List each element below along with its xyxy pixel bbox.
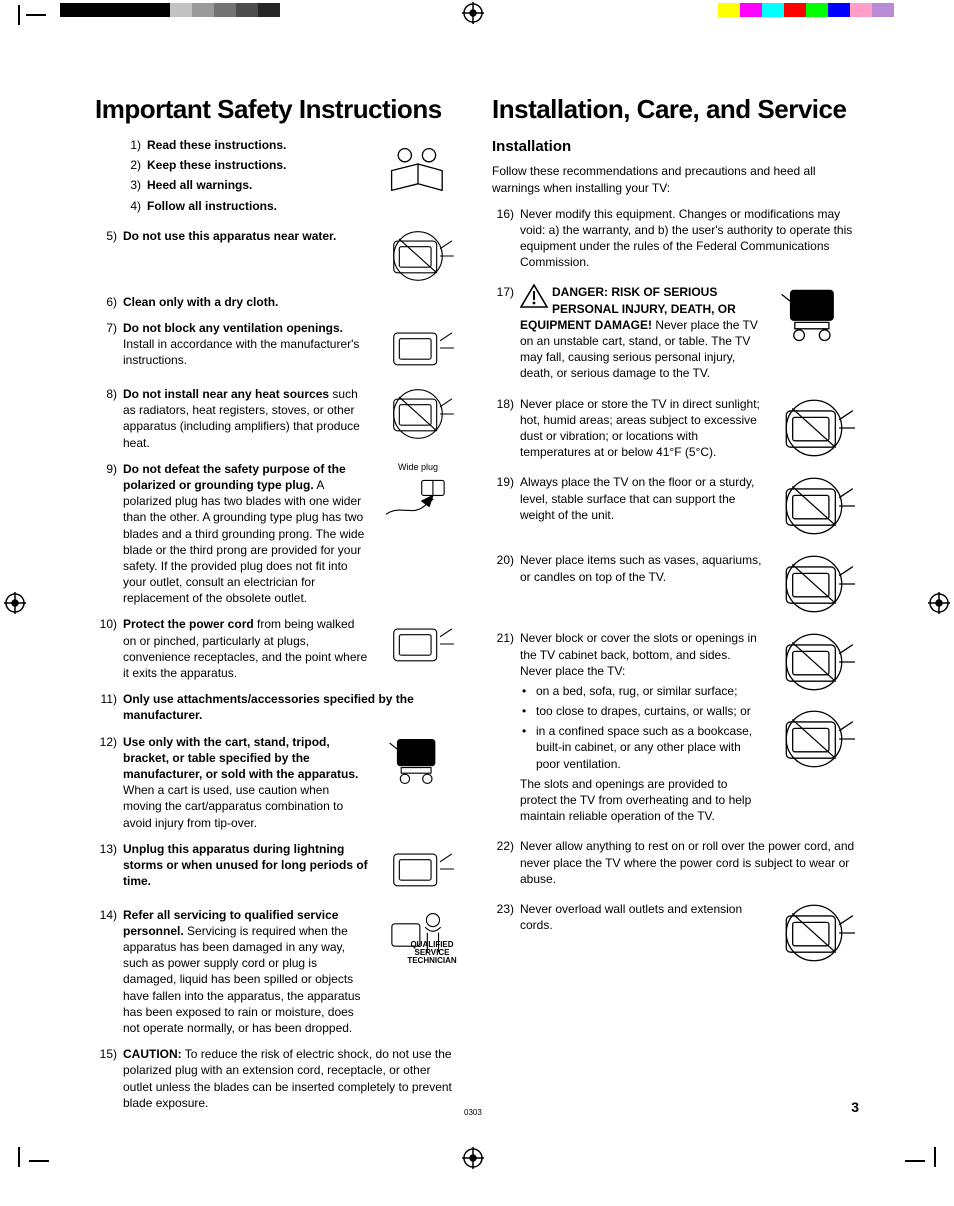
- illustration: [374, 616, 462, 672]
- item-text: Heed all warnings.: [147, 177, 368, 193]
- color-bars-right: [718, 3, 894, 17]
- print-marks-bottom: [0, 1141, 954, 1181]
- item-number: 9): [95, 461, 117, 477]
- item-text: Refer all servicing to qualified service…: [123, 907, 368, 1037]
- item-text: Do not use this apparatus near water.: [123, 228, 368, 244]
- item-number: 15): [95, 1046, 117, 1062]
- crop-mark-tl: [18, 5, 46, 29]
- item-number: 17): [492, 284, 514, 381]
- illustration: [769, 552, 859, 616]
- item-text: Use only with the cart, stand, tripod, b…: [123, 734, 368, 831]
- illustration: [769, 901, 859, 965]
- bullet-text: on a bed, sofa, rug, or similar surface;: [536, 683, 737, 699]
- item-number: 8): [95, 386, 117, 402]
- item-text: Read these instructions.: [147, 137, 368, 153]
- installation-list: 16) Never modify this equipment. Changes …: [492, 206, 859, 965]
- item-text: Clean only with a dry cloth.: [123, 294, 462, 310]
- illustration: [769, 630, 859, 694]
- wide-plug-label: Wide plug: [374, 461, 462, 473]
- item-text: Follow all instructions.: [147, 198, 368, 214]
- illustration: [769, 396, 859, 460]
- right-heading: Installation, Care, and Service: [492, 92, 859, 127]
- item-number: 23): [492, 901, 514, 965]
- item-text: Do not install near any heat sources suc…: [123, 386, 368, 451]
- right-subheading: Installation: [492, 137, 859, 157]
- bullet-text: in a confined space such as a bookcase, …: [536, 723, 763, 772]
- item-number: 16): [492, 206, 514, 271]
- sub-bullets: •on a bed, sofa, rug, or similar surface…: [522, 683, 763, 772]
- right-intro: Follow these recommendations and precaut…: [492, 163, 859, 195]
- color-bars-left: [60, 3, 280, 17]
- warning-triangle-icon: [520, 284, 548, 308]
- item-number: 1): [123, 137, 141, 153]
- item-number: 10): [95, 616, 117, 632]
- item-text: Never block or cover the slots or openin…: [520, 630, 763, 824]
- item-number: 4): [123, 198, 141, 214]
- item-text: Only use attachments/accessories specifi…: [123, 691, 462, 723]
- item-number: 19): [492, 474, 514, 538]
- illustration: [374, 228, 462, 284]
- item-number: 20): [492, 552, 514, 616]
- illustration: [374, 320, 462, 376]
- left-column: Important Safety Instructions 1) Read the…: [95, 92, 462, 1121]
- item-text: Never place items such as vases, aquariu…: [520, 552, 763, 616]
- illustration: [769, 284, 859, 348]
- print-marks-top: [0, 0, 954, 32]
- item-text: DANGER: RISK OF SERIOUS PERSONAL INJURY,…: [520, 284, 763, 381]
- item-text: Always place the TV on the floor or a st…: [520, 474, 763, 538]
- illustration: [374, 386, 462, 442]
- illustration: [374, 734, 462, 790]
- item-number: 22): [492, 838, 514, 887]
- item-number: 14): [95, 907, 117, 923]
- registration-mark-bottom: [462, 1147, 484, 1169]
- item-number: 13): [95, 841, 117, 857]
- item-number: 21): [492, 630, 514, 824]
- item-text: Unplug this apparatus during lightning s…: [123, 841, 368, 890]
- item-number: 3): [123, 177, 141, 193]
- item-number: 7): [95, 320, 117, 336]
- item-text: CAUTION: To reduce the risk of electric …: [123, 1046, 462, 1111]
- after-bullets-text: The slots and openings are provided to p…: [520, 776, 763, 825]
- technician-caption: QUALIFIED SERVICE TECHNICIAN: [402, 941, 462, 965]
- item-text: Never allow anything to rest on or roll …: [520, 838, 859, 887]
- item-number: 6): [95, 294, 117, 310]
- right-column: Installation, Care, and Service Installa…: [492, 92, 859, 1121]
- illustration: QUALIFIED SERVICE TECHNICIAN: [374, 907, 462, 963]
- illustration: Wide plug: [374, 461, 462, 517]
- illustration: [769, 707, 859, 771]
- item-text: Do not block any ventilation openings. I…: [123, 320, 368, 369]
- item-number: 18): [492, 396, 514, 461]
- item-number: 11): [95, 691, 117, 707]
- item-number: 12): [95, 734, 117, 750]
- crop-mark-br: [905, 1147, 936, 1171]
- crop-mark-bl: [18, 1147, 49, 1171]
- item-number: 2): [123, 157, 141, 173]
- bullet-text: too close to drapes, curtains, or walls;…: [536, 703, 751, 719]
- registration-mark-top: [462, 2, 484, 24]
- page-content: Important Safety Instructions 1) Read the…: [0, 32, 954, 1141]
- doc-code: 0303: [464, 1108, 482, 1119]
- item-text: Protect the power cord from being walked…: [123, 616, 368, 681]
- left-heading: Important Safety Instructions: [95, 92, 462, 127]
- item-text: Keep these instructions.: [147, 157, 368, 173]
- page-number: 3: [851, 1098, 859, 1117]
- item-text: Never overload wall outlets and extensio…: [520, 901, 763, 965]
- item-text: Do not defeat the safety purpose of the …: [123, 461, 368, 607]
- safety-instructions-list: 1) Read these instructions. 2) Keep these i…: [95, 137, 462, 1111]
- item-number: 5): [95, 228, 117, 244]
- item-text: Never place or store the TV in direct su…: [520, 396, 763, 461]
- illustration: [374, 841, 462, 897]
- item-text: Never modify this equipment. Changes or …: [520, 206, 859, 271]
- crop-mark-tr: [930, 5, 936, 21]
- illustration: [769, 474, 859, 538]
